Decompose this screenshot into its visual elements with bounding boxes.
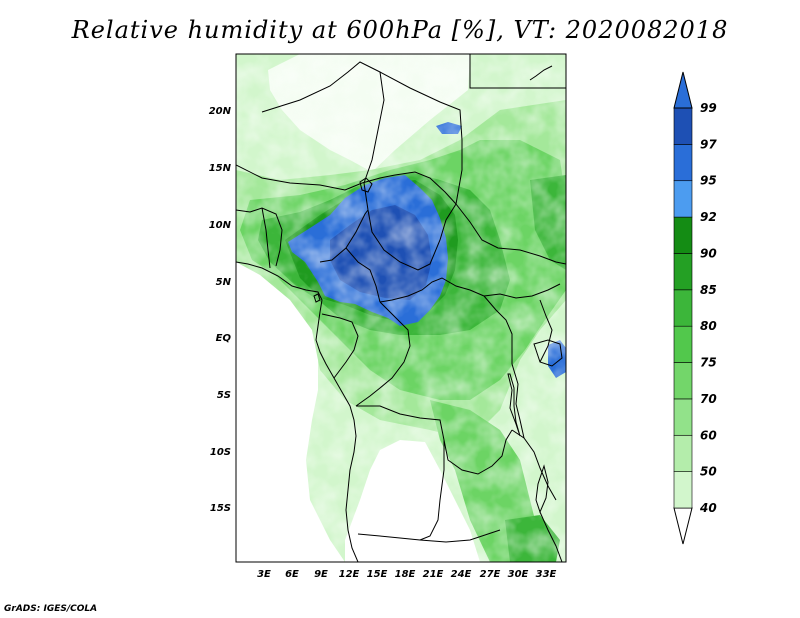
border-drc-uganda bbox=[483, 295, 513, 364]
lat-tick-label: 15N bbox=[209, 163, 232, 174]
colorbar-low-arrow bbox=[673, 507, 693, 545]
border-west-africa bbox=[236, 207, 283, 267]
lon-tick-label: 21E bbox=[423, 569, 444, 580]
border-uganda-kenya bbox=[539, 299, 553, 363]
colorbar-label: 50 bbox=[700, 465, 717, 479]
colorbar-label: 92 bbox=[700, 210, 717, 224]
grads-credit: GrADS: IGES/COLA bbox=[4, 604, 98, 614]
colorbar-label: 60 bbox=[700, 428, 717, 442]
lake-tanganyika bbox=[507, 373, 521, 437]
colorbar-segment bbox=[673, 362, 693, 400]
border-sahara bbox=[261, 61, 463, 205]
map-frame bbox=[235, 53, 567, 563]
colorbar-segment bbox=[673, 253, 693, 291]
colorbar-label: 99 bbox=[700, 101, 717, 115]
lat-tick-label: 5N bbox=[216, 277, 232, 288]
border-east-lakes bbox=[511, 363, 525, 439]
colorbar-label: 40 bbox=[699, 501, 717, 515]
colorbar-label: 80 bbox=[700, 319, 717, 333]
colorbar-high-arrow bbox=[673, 71, 693, 109]
border-namibia bbox=[357, 529, 501, 543]
colorbar-label: 85 bbox=[700, 283, 717, 297]
lon-tick-label: 3E bbox=[257, 569, 271, 580]
colorbar-segment bbox=[673, 180, 693, 218]
lon-tick-label: 12E bbox=[339, 569, 360, 580]
lon-tick-label: 30E bbox=[508, 569, 529, 580]
lat-tick-label: 20N bbox=[209, 106, 232, 117]
colorbar-segment bbox=[673, 325, 693, 363]
colorbar-label: 95 bbox=[700, 174, 717, 188]
colorbar-segment bbox=[673, 289, 693, 327]
border-egypt-sudan bbox=[469, 54, 566, 89]
colorbar-label: 70 bbox=[700, 392, 717, 406]
colorbar-segment bbox=[673, 434, 693, 472]
colorbar-label: 97 bbox=[700, 137, 717, 151]
lon-axis: 3E 6E 9E 12E 15E 18E 21E 24E 27E 30E 33E bbox=[257, 569, 556, 580]
colorbar-segment bbox=[673, 471, 693, 509]
lat-axis: 20N 15N 10N 5N EQ 5S 10S 15S bbox=[209, 106, 232, 514]
border-zambia-east bbox=[511, 429, 557, 501]
lat-tick-label: 10N bbox=[209, 220, 232, 231]
colorbar-segment bbox=[673, 144, 693, 182]
colorbar-segment bbox=[673, 216, 693, 254]
lat-tick-label: 15S bbox=[210, 503, 231, 514]
lat-tick-label: 5S bbox=[217, 390, 231, 401]
island-bioko bbox=[313, 293, 321, 303]
border-benin bbox=[261, 207, 271, 269]
lon-tick-label: 33E bbox=[536, 569, 557, 580]
lat-tick-label: EQ bbox=[216, 333, 232, 344]
colorbar-label: 90 bbox=[700, 246, 717, 260]
lon-tick-label: 24E bbox=[451, 569, 472, 580]
lat-tick-label: 10S bbox=[210, 447, 231, 458]
border-ss-drc bbox=[483, 283, 561, 299]
border-nigeria-cam bbox=[319, 209, 369, 263]
border-drc-angola bbox=[356, 405, 513, 475]
coastline-west bbox=[236, 261, 359, 562]
coast-red-sea bbox=[529, 65, 553, 81]
border-car-south bbox=[379, 277, 485, 303]
lon-tick-label: 9E bbox=[314, 569, 328, 580]
map-title: Relative humidity at 600hPa [%], VT: 202… bbox=[71, 16, 729, 44]
country-borders bbox=[236, 54, 566, 562]
border-gabon-congo bbox=[321, 313, 359, 379]
field-texture bbox=[236, 54, 566, 562]
lake-chad bbox=[359, 177, 373, 193]
colorbar-segment bbox=[673, 107, 693, 145]
border-congo-drc bbox=[355, 301, 411, 407]
colorbar: 40 50 60 70 75 80 85 90 92 95 97 99 bbox=[673, 71, 717, 545]
border-mozambique bbox=[539, 511, 563, 562]
lon-tick-label: 27E bbox=[480, 569, 501, 580]
border-angola-zambia bbox=[419, 440, 445, 541]
border-cam-car bbox=[345, 247, 381, 303]
humidity-field bbox=[236, 54, 566, 562]
border-sahel bbox=[236, 164, 457, 205]
colorbar-label: 75 bbox=[700, 356, 717, 370]
border-sudan-ss bbox=[455, 203, 566, 265]
colorbar-segment bbox=[673, 398, 693, 436]
lon-tick-label: 6E bbox=[285, 569, 299, 580]
lon-tick-label: 18E bbox=[395, 569, 416, 580]
border-chad-car bbox=[363, 182, 457, 271]
lon-tick-label: 15E bbox=[367, 569, 388, 580]
border-libya bbox=[363, 71, 385, 184]
